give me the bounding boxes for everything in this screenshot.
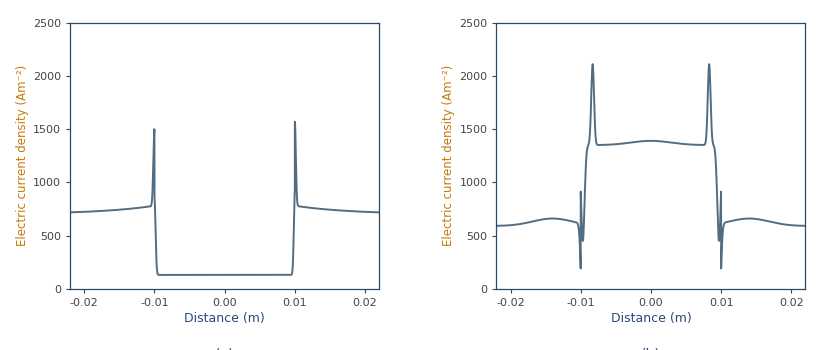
X-axis label: Distance (m): Distance (m) [184,312,265,325]
Text: (b): (b) [641,347,661,350]
Y-axis label: Electric current density (Am⁻²): Electric current density (Am⁻²) [442,65,455,246]
Text: (a): (a) [215,347,235,350]
Y-axis label: Electric current density (Am⁻²): Electric current density (Am⁻²) [16,65,29,246]
X-axis label: Distance (m): Distance (m) [610,312,691,325]
